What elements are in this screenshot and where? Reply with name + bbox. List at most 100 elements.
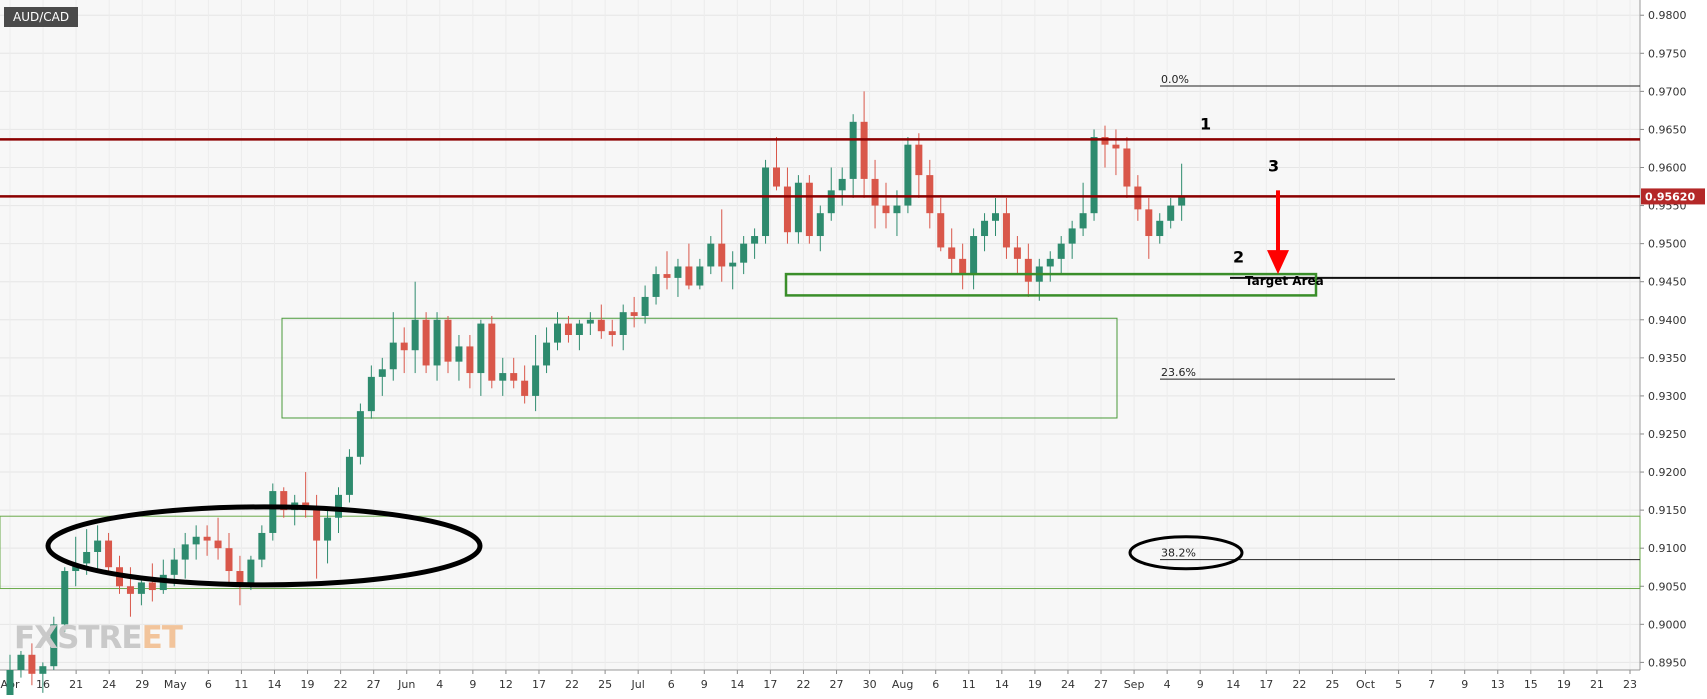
highlight-ellipse-left bbox=[45, 504, 483, 588]
x-tick-label: 23 bbox=[1623, 678, 1637, 691]
candle-body bbox=[61, 571, 69, 625]
x-tick-label: 17 bbox=[763, 678, 777, 691]
candle-body bbox=[751, 236, 759, 244]
candle-body bbox=[411, 319, 419, 351]
x-tick-label: Jul bbox=[631, 678, 645, 691]
candle-body bbox=[597, 319, 605, 332]
candle-body bbox=[477, 323, 485, 374]
candle-body bbox=[356, 411, 364, 457]
plot-background bbox=[0, 0, 1640, 670]
candle-body bbox=[992, 213, 999, 221]
fib-level-label: 0.0% bbox=[1161, 73, 1189, 86]
candle-body bbox=[94, 540, 102, 552]
support-band bbox=[0, 515, 1641, 590]
candle-body bbox=[575, 323, 583, 335]
x-tick-label: 29 bbox=[135, 678, 149, 691]
candle-body bbox=[981, 220, 989, 237]
x-tick-label: 12 bbox=[499, 678, 513, 691]
candle-body bbox=[1068, 228, 1076, 244]
y-tick-label: 0.9250 bbox=[1648, 428, 1687, 441]
y-tick-label: 0.9150 bbox=[1648, 504, 1687, 517]
candle-body bbox=[696, 266, 704, 286]
candle-body bbox=[17, 654, 25, 670]
candle-body bbox=[871, 178, 879, 206]
candle-body bbox=[313, 510, 321, 541]
logo-text-accent: ET bbox=[141, 620, 183, 656]
x-tick-label: 7 bbox=[1428, 678, 1435, 691]
candle-body bbox=[466, 346, 474, 374]
target-area-box bbox=[784, 272, 1318, 297]
candle-body bbox=[389, 342, 397, 370]
y-tick-label: 0.9350 bbox=[1648, 352, 1687, 365]
x-tick-label: 21 bbox=[69, 678, 83, 691]
candle-body bbox=[269, 491, 277, 533]
x-tick-label: 27 bbox=[830, 678, 844, 691]
fxstreet-logo: FXSTREET bbox=[14, 620, 183, 656]
x-tick-label: 15 bbox=[1524, 678, 1538, 691]
y-tick-label: 0.9700 bbox=[1648, 85, 1687, 98]
candle-body bbox=[225, 548, 233, 572]
candle-body bbox=[488, 323, 496, 381]
y-tick-label: 0.9500 bbox=[1648, 238, 1687, 251]
candle-body bbox=[367, 376, 375, 412]
candle-body bbox=[586, 319, 594, 324]
current-price-tag bbox=[1641, 188, 1705, 205]
x-tick-label: 6 bbox=[932, 678, 939, 691]
x-tick-label: 25 bbox=[1325, 678, 1339, 691]
candle-body bbox=[904, 144, 912, 206]
x-tick-label: May bbox=[164, 678, 187, 691]
candle-body bbox=[1123, 148, 1131, 187]
candle-body bbox=[641, 296, 649, 316]
x-tick-label: 6 bbox=[205, 678, 212, 691]
candle-body bbox=[926, 175, 934, 214]
x-tick-label: 19 bbox=[1028, 678, 1042, 691]
candle-body bbox=[543, 342, 551, 366]
candle-body bbox=[148, 582, 156, 591]
candle-body bbox=[280, 491, 288, 511]
annotation-2: 2 bbox=[1233, 248, 1244, 267]
x-tick-label: Oct bbox=[1356, 678, 1376, 691]
x-tick-label: 9 bbox=[1461, 678, 1468, 691]
candle-body bbox=[28, 654, 36, 674]
candle-body bbox=[1046, 258, 1054, 267]
candle-body bbox=[630, 312, 638, 316]
candle-body bbox=[707, 243, 715, 267]
candle-body bbox=[794, 182, 802, 233]
y-tick-label: 0.9100 bbox=[1648, 542, 1687, 555]
candle-body bbox=[608, 331, 616, 335]
candle-body bbox=[335, 494, 342, 518]
target-area-label: Target Area bbox=[1245, 274, 1324, 288]
x-tick-label: Aug bbox=[892, 678, 913, 691]
candle-body bbox=[970, 236, 978, 275]
candle-body bbox=[1167, 205, 1175, 221]
x-tick-label: 22 bbox=[1292, 678, 1306, 691]
x-tick-label: 14 bbox=[267, 678, 281, 691]
candle-body bbox=[203, 536, 211, 541]
x-tick-label: 27 bbox=[1094, 678, 1108, 691]
x-tick-label: 5 bbox=[1395, 678, 1402, 691]
candle-body bbox=[619, 312, 627, 335]
candle-body bbox=[1002, 213, 1010, 248]
x-tick-label: 30 bbox=[863, 678, 877, 691]
x-tick-label: 22 bbox=[334, 678, 348, 691]
candle-body bbox=[1090, 137, 1098, 214]
y-tick-label: 0.8950 bbox=[1648, 656, 1687, 669]
candle-body bbox=[50, 624, 58, 667]
x-tick-label: 24 bbox=[1061, 678, 1075, 691]
y-tick-label: 0.9400 bbox=[1648, 314, 1687, 327]
down-arrow-head bbox=[1267, 250, 1289, 275]
candle-body bbox=[1013, 247, 1021, 259]
x-tick-label: 14 bbox=[1226, 678, 1240, 691]
candle-body bbox=[564, 323, 572, 335]
x-tick-label: 27 bbox=[367, 678, 381, 691]
candle-body bbox=[860, 121, 868, 179]
candle-body bbox=[521, 380, 529, 396]
candle-body bbox=[455, 346, 463, 362]
candle-body bbox=[324, 517, 332, 541]
fib-level-label: 23.6% bbox=[1161, 366, 1196, 379]
symbol-badge[interactable]: AUD/CAD bbox=[4, 7, 79, 27]
x-tick-label: 14 bbox=[995, 678, 1009, 691]
annotation-3: 3 bbox=[1268, 156, 1279, 175]
